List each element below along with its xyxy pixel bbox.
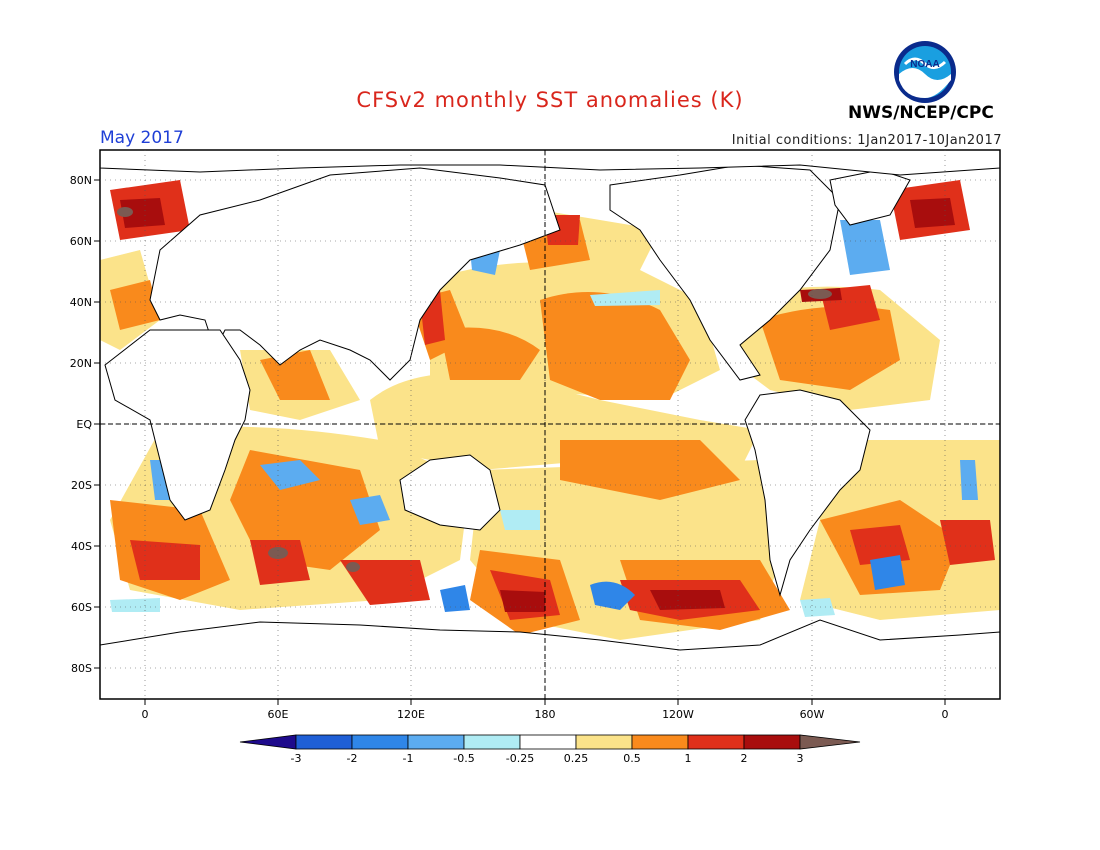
forecast-month: May 2017 (100, 128, 184, 148)
graticule (100, 150, 1000, 699)
land-masses (100, 150, 1000, 699)
colorbar-bin (575, 734, 633, 750)
lon-label: 120E (397, 708, 425, 721)
anomaly-2-3 (120, 198, 955, 612)
colorbar-label: 2 (741, 752, 748, 765)
anomaly-cool (110, 220, 978, 617)
lat-label: 80N (70, 174, 92, 187)
colorbar-label: 0.25 (564, 752, 589, 765)
lat-label: 20S (71, 479, 92, 492)
svg-text:NOAA: NOAA (910, 59, 939, 70)
colorbar-label: -3 (291, 752, 302, 765)
lat-label: 80S (71, 662, 92, 675)
lat-label: 60S (71, 601, 92, 614)
colorbar-bin (463, 734, 521, 750)
colorbar-bin (351, 734, 409, 750)
colorbar-label: 1 (685, 752, 692, 765)
agency-label: NWS/NCEP/CPC (848, 103, 994, 123)
colorbar-label: -1 (403, 752, 414, 765)
colorbar-label: -0.5 (453, 752, 474, 765)
lat-label: 60N (70, 235, 92, 248)
colorbar-bin (631, 734, 689, 750)
colorbar-high-end (799, 734, 861, 750)
colorbar: -3 -2 -1 -0.5 -0.25 0.25 0.5 1 2 3 (239, 734, 861, 765)
lat-label: 40N (70, 296, 92, 309)
colorbar-bin (407, 734, 465, 750)
anomaly-above-3 (117, 207, 832, 572)
lon-label: 60E (268, 708, 289, 721)
longitude-axis: 0 60E 120E 180 120W 60W 0 (142, 699, 949, 721)
colorbar-label: -2 (347, 752, 358, 765)
latitude-axis: 80N 60N 40N 20N EQ 20S 40S 60S 80S (70, 174, 100, 675)
lat-label: EQ (76, 418, 92, 431)
colorbar-bin (687, 734, 745, 750)
colorbar-bin (519, 734, 577, 750)
lon-label: 60W (800, 708, 825, 721)
lon-label: 180 (535, 708, 556, 721)
colorbar-label: 0.5 (623, 752, 641, 765)
lon-label: 0 (142, 708, 149, 721)
colorbar-low-end (239, 734, 297, 750)
colorbar-bin (743, 734, 801, 750)
colorbar-label: -0.25 (506, 752, 534, 765)
initial-conditions: Initial conditions: 1Jan2017-10Jan2017 (731, 133, 1002, 148)
lat-label: 40S (71, 540, 92, 553)
colorbar-label: 3 (797, 752, 804, 765)
lon-label: 120W (662, 708, 694, 721)
lat-label: 20N (70, 357, 92, 370)
chart-title: CFSv2 monthly SST anomalies (K) (356, 88, 744, 112)
lon-label: 0 (942, 708, 949, 721)
colorbar-bin (295, 734, 353, 750)
noaa-logo: NOAA (894, 41, 956, 103)
